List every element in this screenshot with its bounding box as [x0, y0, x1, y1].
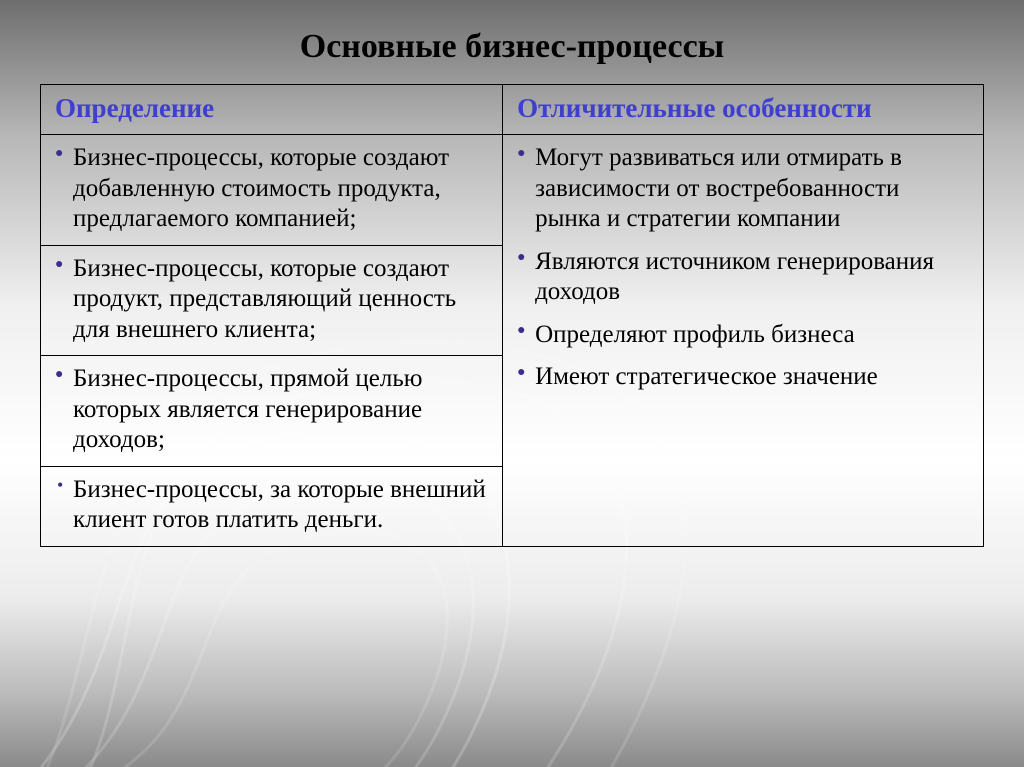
- cell-text: Бизнес-процессы, которые создают добавле…: [73, 144, 449, 232]
- cell-text: Являются источником генерирования доходо…: [535, 248, 934, 306]
- cell-text: Могут развиваться или отмирать в зависим…: [535, 144, 902, 232]
- bullet-icon: Являются источником генерирования доходо…: [517, 247, 969, 308]
- bullet-icon: Бизнес-процессы, которые создают продукт…: [55, 254, 488, 346]
- cell-text: Бизнес-процессы, которые создают продукт…: [73, 255, 456, 343]
- definition-cell-3: Бизнес-процессы, прямой целью которых яв…: [41, 356, 503, 467]
- bullet-icon: Определяют профиль бизнеса: [517, 320, 969, 351]
- table-row: Бизнес-процессы, которые создают добавле…: [41, 135, 984, 246]
- bullet-icon: Имеют стратегическое значение: [517, 362, 969, 393]
- definition-cell-2: Бизнес-процессы, которые создают продукт…: [41, 245, 503, 356]
- bullet-icon: Могут развиваться или отмирать в зависим…: [517, 143, 969, 235]
- cell-text: Определяют профиль бизнеса: [535, 321, 855, 348]
- cell-text: Бизнес-процессы, за которые внешний клие…: [73, 476, 486, 534]
- header-features: Отличительные особенности: [503, 85, 984, 135]
- header-definition: Определение: [41, 85, 503, 135]
- bullet-icon: Бизнес-процессы, прямой целью которых яв…: [55, 364, 488, 456]
- bullet-icon: Бизнес-процессы, за которые внешний клие…: [55, 475, 488, 536]
- cell-text: Бизнес-процессы, прямой целью которых яв…: [73, 365, 422, 453]
- cell-text: Имеют стратегическое значение: [535, 363, 878, 390]
- slide: Основные бизнес-процессы Определение Отл…: [0, 0, 1024, 767]
- content-table: Определение Отличительные особенности Би…: [40, 84, 984, 547]
- table-header-row: Определение Отличительные особенности: [41, 85, 984, 135]
- slide-title: Основные бизнес-процессы: [40, 28, 984, 66]
- features-cell: Могут развиваться или отмирать в зависим…: [503, 135, 984, 547]
- definition-cell-1: Бизнес-процессы, которые создают добавле…: [41, 135, 503, 246]
- bullet-icon: Бизнес-процессы, которые создают добавле…: [55, 143, 488, 235]
- definition-cell-4: Бизнес-процессы, за которые внешний клие…: [41, 466, 503, 546]
